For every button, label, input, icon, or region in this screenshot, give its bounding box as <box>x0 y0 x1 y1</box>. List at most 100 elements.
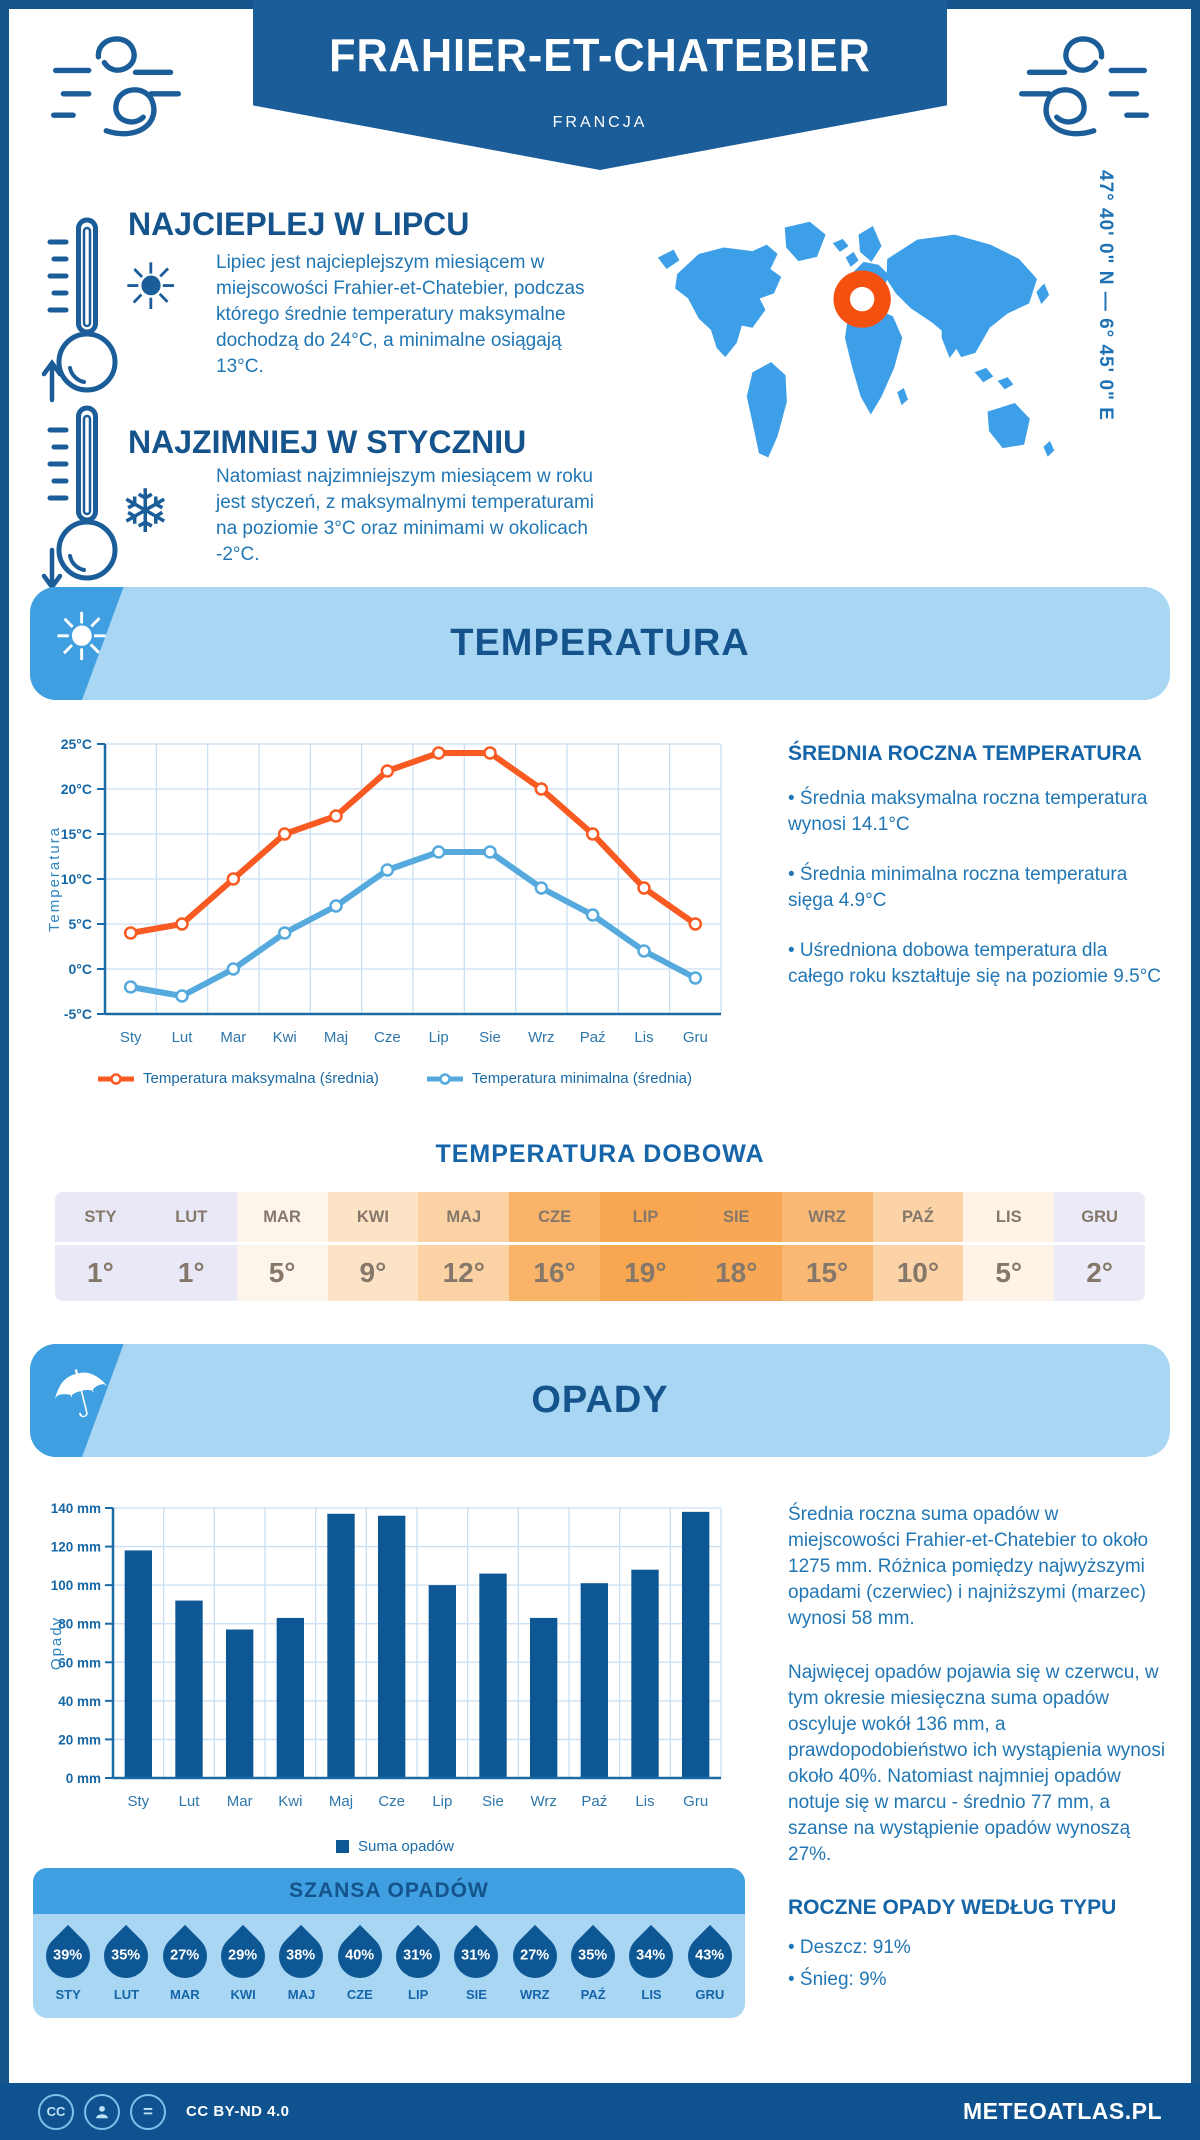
svg-text:Maj: Maj <box>329 1793 353 1810</box>
bar-Lip <box>428 1585 457 1778</box>
chance-item: 31% LIP <box>387 1924 450 2002</box>
table-month-cell: GRU <box>1054 1192 1145 1242</box>
svg-text:Lip: Lip <box>432 1793 452 1810</box>
chance-month-label: SIE <box>466 1987 487 2002</box>
table-value-cell: 5° <box>963 1245 1055 1301</box>
chance-month-label: LIS <box>641 1987 662 2002</box>
temperature-chart: -5°C 0°C 5°C 10°C 15°C 20°C 25°C Sty Lut Mar Kwi Ma… <box>45 726 745 1064</box>
table-value-cell: 1° <box>145 1245 237 1301</box>
highlight-warm-title: NAJCIEPLEJ W LIPCU <box>128 206 470 242</box>
svg-text:Kwi: Kwi <box>273 1029 297 1046</box>
border-left <box>0 0 9 2140</box>
precip-paragraph: Najwięcej opadów pojawia się w czerwcu, … <box>788 1662 1166 1865</box>
daily-temp-heading: TEMPERATURA DOBOWA <box>435 1140 765 1168</box>
annual-bullet: • Uśredniona dobowa temperatura dla całe… <box>788 940 1162 987</box>
bar-Lis <box>631 1569 659 1778</box>
chance-item: 35% PAŹ <box>562 1924 625 2002</box>
person-icon <box>84 2093 120 2130</box>
daily-table-value-row: 1° 1° 5° 9° 12° 16° 19° 18° 15° 10° 5° 2° <box>55 1245 1145 1301</box>
bar-Cze <box>377 1515 406 1778</box>
svg-text:-5°C: -5°C <box>64 1006 92 1022</box>
table-value-cell: 5° <box>236 1245 328 1301</box>
highlight-cold-title: NAJZIMNIEJ W STYCZNIU <box>128 424 527 460</box>
svg-text:Lut: Lut <box>179 1793 201 1810</box>
chance-item: 38% MAJ <box>270 1924 333 2002</box>
border-right <box>1191 0 1200 2140</box>
chance-item: 39% STY <box>37 1924 100 2002</box>
svg-text:20 mm: 20 mm <box>58 1732 101 1747</box>
precipitation-section-band: ☂ OPADY <box>30 1344 1170 1457</box>
table-month-cell: LUT <box>145 1192 237 1242</box>
snowflake-icon: ❄ <box>120 477 171 547</box>
thermometer-up-icon <box>41 217 118 403</box>
temperature-line-chart-svg: -5°C 0°C 5°C 10°C 15°C 20°C 25°C Sty Lut Mar Kwi Ma… <box>46 736 722 1046</box>
world-map <box>657 221 1055 458</box>
raindrop-icon: 29% <box>212 1924 275 1988</box>
bar-Sty <box>124 1550 153 1778</box>
chance-month-label: MAR <box>170 1987 200 2002</box>
wind-icon <box>51 36 181 137</box>
wind-icon <box>1019 36 1149 137</box>
coordinates-label: 47° 40' 0" N — 6° 45' 0" E <box>1095 170 1116 421</box>
highlight-cold-text: Natomiast najzimniejszym miesiącem w rok… <box>216 466 594 565</box>
svg-text:60 mm: 60 mm <box>58 1655 101 1670</box>
table-month-cell: SIE <box>690 1192 782 1242</box>
license-block: CC = CC BY-ND 4.0 <box>38 2093 290 2130</box>
raindrop-icon: 43% <box>678 1924 741 1988</box>
table-value-cell: 2° <box>1054 1245 1145 1301</box>
chance-panel: SZANSA OPADÓW 39% STY 35% LUT 27% MAR 29% KWI 38… <box>33 1868 745 2018</box>
svg-text:Sty: Sty <box>120 1029 142 1046</box>
footer-bar: CC = CC BY-ND 4.0 METEOATLAS.PL <box>0 2083 1200 2140</box>
chance-item: 43% GRU <box>678 1924 741 2002</box>
svg-text:Maj: Maj <box>324 1029 348 1046</box>
bar-Mar <box>225 1629 254 1778</box>
license-label: CC BY-ND 4.0 <box>186 2103 290 2120</box>
table-month-cell: MAJ <box>418 1192 510 1242</box>
svg-text:25°C: 25°C <box>61 736 92 752</box>
chance-item: 27% WRZ <box>503 1924 566 2002</box>
annual-bullet: • Średnia minimalna roczna temperatura s… <box>788 864 1128 911</box>
svg-text:Temperatura: Temperatura <box>46 826 63 932</box>
legend-item: Temperatura minimalna (średnia) <box>426 1070 692 1087</box>
chance-drops-row: 39% STY 35% LUT 27% MAR 29% KWI 38% MAJ 40% CZE 31% L… <box>33 1914 745 2018</box>
chance-month-label: GRU <box>695 1987 725 2002</box>
precipitation-section-title: OPADY <box>531 1379 669 1421</box>
table-value-cell: 15° <box>781 1245 873 1301</box>
annual-temp-heading: ŚREDNIA ROCZNA TEMPERATURA <box>788 742 1142 765</box>
svg-text:Cze: Cze <box>378 1793 405 1810</box>
precipitation-paragraphs: Średnia roczna suma opadów w miejscowośc… <box>788 1502 1170 1896</box>
svg-text:140 mm: 140 mm <box>51 1501 101 1516</box>
svg-text:15°C: 15°C <box>61 826 92 842</box>
chance-heading: SZANSA OPADÓW <box>33 1868 745 1914</box>
svg-text:80 mm: 80 mm <box>58 1617 101 1632</box>
svg-text:Paź: Paź <box>580 1029 606 1046</box>
temperature-section-title: TEMPERATURA <box>450 622 750 664</box>
precip-type-bullet: • Śnieg: 9% <box>788 1969 887 1990</box>
raindrop-icon: 40% <box>328 1924 391 1988</box>
precip-types-heading: ROCZNE OPADY WEDŁUG TYPU <box>788 1896 1117 1919</box>
svg-text:5°C: 5°C <box>69 916 93 932</box>
thermometer-down-icon <box>41 405 118 591</box>
svg-text:Kwi: Kwi <box>278 1793 302 1810</box>
bar-Gru <box>681 1511 710 1778</box>
chance-month-label: STY <box>55 1987 81 2002</box>
bar-Sie <box>479 1573 507 1778</box>
chance-month-label: LIP <box>408 1987 429 2002</box>
nd-icon: = <box>130 2093 166 2130</box>
table-month-cell: LIS <box>963 1192 1055 1242</box>
table-month-cell: LIP <box>600 1192 691 1242</box>
raindrop-icon: 31% <box>387 1924 450 1988</box>
svg-text:Sie: Sie <box>482 1793 504 1810</box>
precipitation-bar-chart-svg: 0 mm 20 mm 40 mm 60 mm 80 mm 100 mm 120 mm 140 … <box>48 1501 722 1810</box>
svg-text:Gru: Gru <box>683 1029 708 1046</box>
svg-text:Sie: Sie <box>479 1029 501 1046</box>
svg-text:Paź: Paź <box>581 1793 607 1810</box>
precipitation-chart: 0 mm 20 mm 40 mm 60 mm 80 mm 100 mm 120 mm 140 … <box>45 1490 745 1835</box>
cc-icon: CC <box>38 2093 74 2130</box>
bar-Wrz <box>529 1617 558 1778</box>
chance-item: 31% SIE <box>445 1924 508 2002</box>
svg-text:0°C: 0°C <box>69 961 93 977</box>
page-title: FRAHIER-ET-CHATEBIER <box>329 29 871 81</box>
table-month-cell: STY <box>55 1192 146 1242</box>
svg-text:Gru: Gru <box>683 1793 708 1810</box>
